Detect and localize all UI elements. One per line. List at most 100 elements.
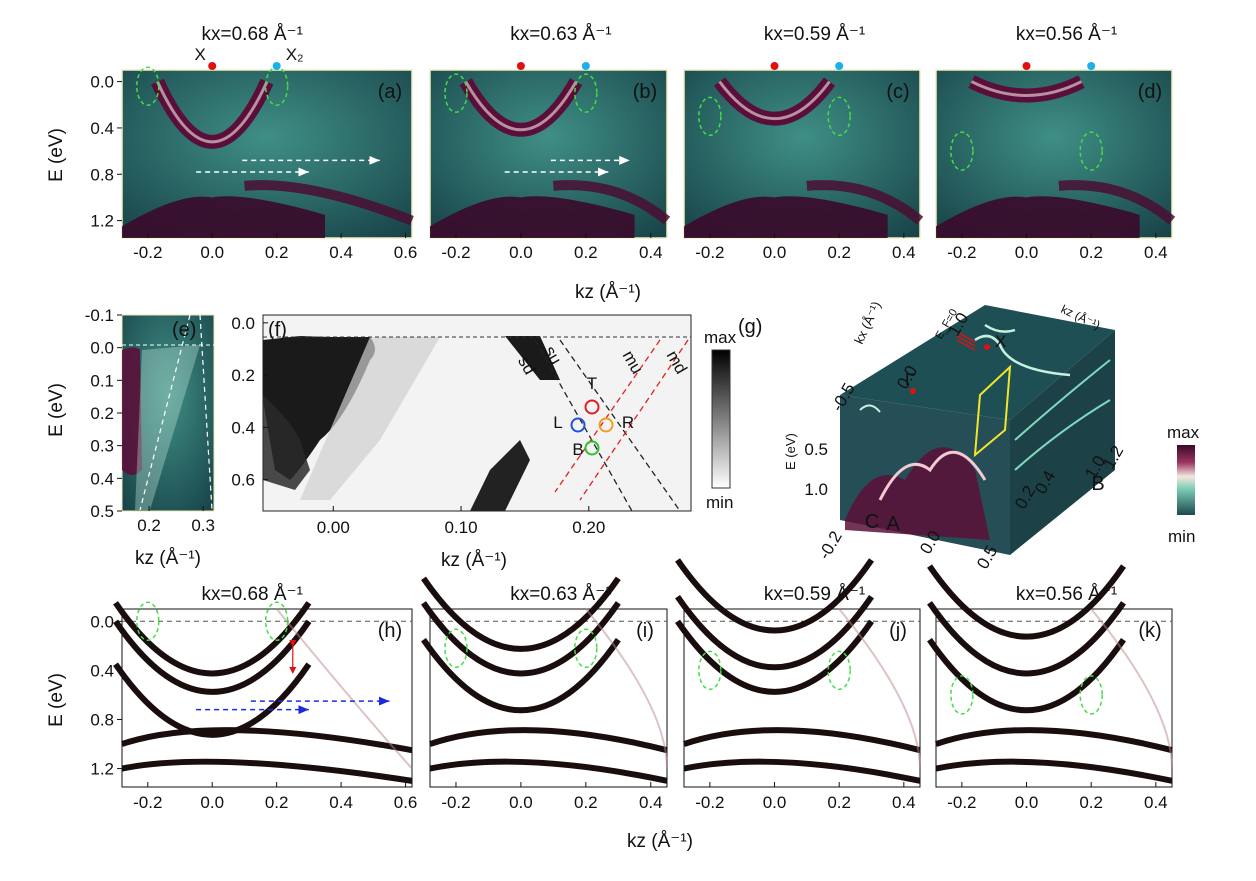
panel-g-yellow-cut — [973, 364, 1012, 458]
panel-e-band — [122, 347, 142, 475]
panel-f-yticks: 0.0 0.2 0.4 0.6 — [231, 314, 268, 490]
arpes-title: kx=0.68 Å⁻¹ — [202, 24, 303, 45]
calc-ytick-label: 0.8 — [90, 710, 114, 729]
panel-g-tag: (g) — [738, 316, 762, 338]
calc-band — [927, 637, 1126, 714]
panel-e-ytick-label: 0.0 — [90, 339, 114, 358]
arpes-title: kx=0.56 Å⁻¹ — [1016, 24, 1117, 45]
arpes-tag: (c) — [886, 81, 909, 103]
panel-g-colorbar — [1177, 445, 1195, 515]
panel-f-line-mu — [554, 339, 661, 493]
arpes-xtick-label: -0.2 — [695, 243, 724, 262]
arpes-ellipse — [444, 73, 468, 113]
calc-faint-band — [838, 608, 921, 769]
arpes-xtick-label: -0.2 — [947, 243, 976, 262]
arpes-ytick-label: 0.4 — [90, 119, 114, 138]
arpes-xtick-label: -0.2 — [133, 243, 162, 262]
arpes-point-x2 — [835, 62, 844, 70]
arpes-ellipse — [136, 66, 160, 106]
panel-f-xtick-label: 0.00 — [317, 518, 350, 537]
panel-f-xticks: 0.00 0.10 0.20 — [317, 506, 605, 537]
panel-f-marker-label-L: L — [553, 413, 562, 432]
arpes-ellipse — [950, 131, 974, 171]
arpes-point-x2 — [1087, 62, 1096, 70]
arpes-panel-b: (b) kx=0.63 Å⁻¹ -0.2 0.0 0.2 0.4 — [429, 24, 671, 262]
calc-band — [675, 619, 874, 695]
calc-xtick-label: 0.6 — [394, 793, 418, 812]
calc-panel-h: (h) kx=0.68 Å⁻¹ -0.2 0.0 0.2 0.4 0.6 0.0 0.4 0.8 1… — [90, 584, 417, 812]
panel-f: (f) sd su mu md TL RB 0.00.20.40.6 0.00 0.10 0… — [231, 314, 736, 571]
calc-ytick-label: 0.4 — [90, 661, 114, 680]
arpes-panel-c: (c) kx=0.59 Å⁻¹ -0.2 0.0 0.2 0.4 — [683, 24, 924, 262]
arpes-title: kx=0.63 Å⁻¹ — [510, 24, 611, 45]
calc-xtick-label: -0.2 — [947, 793, 976, 812]
panel-f-marker-label-B: B — [572, 440, 583, 459]
calc-flat-band-2 — [429, 758, 668, 784]
arpes-xtick-label: 0.2 — [1079, 243, 1103, 262]
arpes-xtick-label: 0.0 — [509, 243, 533, 262]
panel-e-band-light — [135, 345, 200, 510]
panel-f-dark-band-2 — [470, 440, 530, 511]
arpes-xtick-label: 0.4 — [329, 243, 353, 262]
panel-g-colorbar-max: max — [1167, 423, 1200, 442]
arpes-ytick-label: 1.2 — [90, 212, 114, 231]
panel-f-marker-L — [570, 417, 586, 433]
panel-f-marker-R — [598, 417, 614, 433]
calc-ellipse — [444, 628, 468, 669]
calc-ellipse — [827, 650, 851, 691]
arpes-panel-d: (d) kx=0.56 Å⁻¹ -0.2 0.0 0.2 0.4 — [935, 24, 1176, 262]
arpes-right-band — [552, 180, 671, 225]
calc-tag: (k) — [1138, 620, 1161, 642]
panel-g-side-bands — [1014, 359, 1111, 471]
panel-g-red-mark-3 — [956, 339, 976, 351]
calc-faint-band — [1090, 608, 1173, 769]
calc-xtick-label: 0.4 — [329, 793, 353, 812]
row1-xlabel: kz (Å⁻¹) — [575, 282, 641, 303]
arpes-ellipse — [1079, 131, 1103, 171]
panel-e-ytick-label: 0.1 — [90, 371, 114, 390]
panel-g-x-label: X — [995, 332, 1006, 351]
arpes-point-x2 — [581, 62, 590, 70]
arpes-point-label-x: X — [195, 45, 206, 64]
calc-xtick-label: 0.4 — [639, 793, 663, 812]
row3-ylabel: E (eV) — [46, 673, 67, 727]
calc-flat-band-2 — [683, 758, 921, 784]
arpes-tag: (d) — [1138, 81, 1162, 103]
panel-f-shade — [300, 337, 440, 500]
panel-e-ytick-label: 0.5 — [90, 502, 114, 521]
arpes-point-label-x2: X₂ — [286, 45, 304, 64]
arpes-ellipse — [827, 96, 851, 137]
panel-g: (g) Γ X E_F=0 kx (Å⁻¹) kz (Å⁻¹) E (eV) 1… — [738, 299, 1200, 572]
panel-g-face-C: C — [865, 511, 879, 533]
panel-e-xtick-label: 0.3 — [191, 516, 215, 535]
panel-g-front-tick: -0.2 — [815, 528, 846, 563]
panel-f-xtick-label: 0.10 — [444, 518, 477, 537]
panel-g-face-B: B — [1091, 473, 1104, 495]
calc-xtick-label: -0.2 — [133, 793, 162, 812]
panel-g-E-label: E (eV) — [783, 433, 798, 470]
calc-flat-band — [121, 727, 413, 754]
calc-flat-band-2 — [121, 758, 413, 784]
panel-g-gamma-label: Γ — [905, 370, 914, 389]
arpes-xtick-label: 0.0 — [763, 243, 787, 262]
panel-f-marker-label-R: R — [622, 413, 634, 432]
calc-faint-band — [275, 608, 413, 770]
panel-g-top-face — [840, 305, 1115, 420]
panel-g-top-feature-left — [859, 404, 881, 413]
calc-band — [675, 595, 874, 671]
calc-panel-i: (i) kx=0.63 Å⁻¹ -0.2 0.0 0.2 0.4 — [421, 576, 668, 812]
arpes-lower-band — [684, 196, 888, 238]
panel-f-line-md — [579, 339, 689, 501]
arpes-ytick-label: 0.0 — [90, 73, 114, 92]
calc-title: kx=0.56 Å⁻¹ — [1016, 584, 1117, 605]
panel-f-marker-label-T: T — [587, 374, 597, 393]
arpes-lower-band — [122, 196, 325, 238]
panel-e-xlabel: kz (Å⁻¹) — [135, 548, 201, 569]
panel-e-ytick-label: 0.3 — [90, 437, 114, 456]
panel-f-marker-B — [584, 440, 600, 456]
calc-ellipse — [136, 601, 160, 642]
panel-f-xtick-label: 0.20 — [572, 518, 605, 537]
calc-band — [113, 662, 312, 738]
calc-xtick-label: 0.2 — [574, 793, 598, 812]
calc-ellipse — [264, 601, 289, 642]
